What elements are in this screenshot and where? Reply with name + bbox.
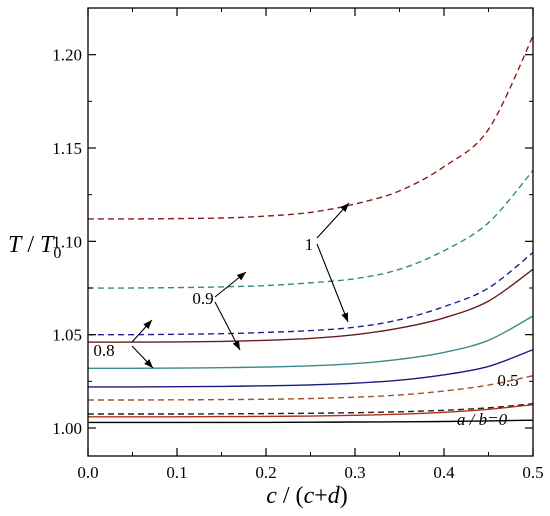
series-line-6 — [88, 375, 534, 401]
x-axis-title-c: c — [266, 483, 277, 509]
arrow-0.9-to-dashed-head — [236, 272, 246, 281]
annotation-label-0.5: 0.5 — [497, 371, 518, 390]
y-axis-title-T0: T — [40, 232, 55, 258]
y-axis-title-T: T — [8, 232, 23, 258]
series-line-3 — [87, 268, 534, 343]
arrow-0.8-to-dashed-head — [143, 320, 152, 330]
arrow-1-to-solid-head — [341, 312, 348, 322]
x-axis-title-d: d — [328, 483, 341, 509]
series-line-8 — [88, 404, 534, 418]
annotation-arrows — [131, 202, 350, 369]
x-axis-title-slash: / ( — [277, 483, 304, 509]
series-line-4 — [88, 315, 534, 370]
arrow-0.9-to-solid — [214, 301, 241, 351]
y-tick-label: 1.05 — [52, 326, 82, 345]
y-axis-title-slash: / — [21, 232, 40, 258]
series-line-1 — [87, 169, 534, 289]
x-axis-title-c2: c — [304, 483, 315, 509]
y-tick-label: 1.10 — [52, 232, 82, 251]
x-axis-title-plus: + — [314, 483, 328, 509]
x-tick-label: 0.3 — [344, 463, 365, 482]
axis-ticks: 0.0 0.1 0.2 0.3 0.4 0.5 1.00 1.05 1.10 1.15 1.20 — [52, 7, 544, 482]
arrow-1-to-dashed-head — [340, 203, 349, 213]
series-line-2 — [88, 251, 534, 336]
annotation-label-a-b-0: a / b=0 — [457, 410, 508, 429]
x-tick-label: 0.4 — [433, 463, 455, 482]
y-tick-label: 1.20 — [52, 46, 82, 65]
x-axis-title-close: ) — [340, 483, 348, 509]
series-line-7 — [87, 403, 534, 415]
annotation-label-0.9: 0.9 — [192, 289, 213, 308]
series-line-9 — [87, 419, 534, 424]
annotation-label-0.8: 0.8 — [93, 341, 114, 360]
plot-frame — [87, 7, 534, 457]
annotation-label-1: 1 — [305, 235, 314, 254]
series-line-0 — [87, 35, 534, 220]
series-line-5 — [87, 348, 534, 388]
y-tick-label: 1.15 — [52, 139, 82, 158]
x-tick-label: 0.0 — [77, 463, 98, 482]
x-tick-label: 0.5 — [522, 463, 543, 482]
arrow-0.8-to-solid-head — [144, 359, 153, 368]
y-tick-label: 1.00 — [52, 419, 82, 438]
x-tick-label: 0.2 — [255, 463, 276, 482]
x-tick-label: 0.1 — [166, 463, 187, 482]
y-axis-title: T / T0 — [8, 232, 61, 262]
curves-group — [87, 35, 534, 424]
arrow-0.9-to-solid-head — [232, 340, 240, 350]
y-axis-title-subscript: 0 — [53, 245, 61, 262]
x-axis-title: c / (c+d) — [266, 483, 348, 509]
arrow-1-to-solid — [316, 243, 349, 323]
